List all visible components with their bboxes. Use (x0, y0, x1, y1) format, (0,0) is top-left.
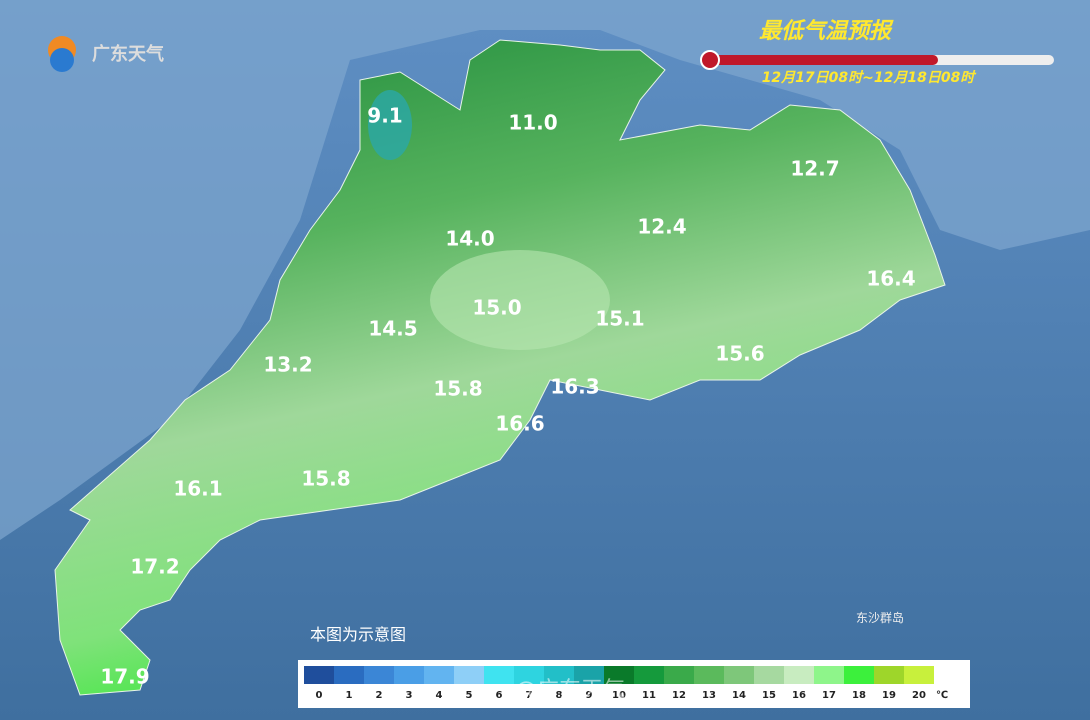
legend-swatch (694, 666, 724, 684)
temp-label: 17.9 (100, 665, 149, 689)
title-bar-fill (708, 55, 938, 65)
temp-label: 15.8 (301, 467, 350, 491)
note: 本图为示意图 (310, 625, 406, 644)
temp-label: 11.0 (508, 111, 557, 135)
temp-label: 13.2 (263, 353, 312, 377)
legend-tick: 15 (762, 690, 776, 701)
legend-swatch (394, 666, 424, 684)
temp-label: 15.6 (715, 342, 764, 366)
temp-label: 17.2 (130, 555, 179, 579)
legend-tick: 14 (732, 690, 746, 701)
temp-label: 15.0 (472, 296, 521, 320)
guangdong (54, 39, 946, 696)
legend-tick: 3 (406, 690, 413, 701)
legend-swatch (424, 666, 454, 684)
neighbor-land (0, 0, 1090, 540)
legend-swatch (334, 666, 364, 684)
legend-tick: 19 (882, 690, 896, 701)
legend-tick: 6 (496, 690, 503, 701)
title: 最低气温预报 (759, 19, 894, 44)
subtitle: 12月17日08时~12月18日08时 (762, 70, 978, 86)
legend-tick: 5 (466, 690, 473, 701)
legend-swatch (784, 666, 814, 684)
temp-label: 14.0 (445, 227, 494, 251)
legend-swatch (484, 666, 514, 684)
legend-swatch (904, 666, 934, 684)
temp-label: 16.3 (550, 375, 599, 399)
labels: 9.1 11.0 12.7 14.0 12.4 16.4 15.0 14.5 15.1 13.2 1… (100, 104, 915, 689)
legend-tick: 0 (316, 690, 323, 701)
legend-tick: 18 (852, 690, 866, 701)
legend-tick: 16 (792, 690, 806, 701)
legend-swatch (604, 666, 634, 684)
legend-swatch (364, 666, 394, 684)
legend-tick: 4 (436, 690, 443, 701)
legend-tick: 10 (612, 690, 626, 701)
cold-area (368, 90, 412, 160)
legend-swatch (634, 666, 664, 684)
legend-tick: 20 (912, 690, 926, 701)
thermometer (700, 50, 720, 70)
temp-label: 16.4 (866, 267, 915, 291)
legend-swatch (514, 666, 544, 684)
logo: 广东天气 (48, 36, 164, 72)
watermark: @广东天气 (515, 678, 625, 703)
warm-area (430, 250, 610, 350)
legend-tick: 12 (672, 690, 686, 701)
legend-tick: 9 (586, 690, 593, 701)
legend-swatch (544, 666, 574, 684)
island-label: 东沙群岛 (856, 610, 904, 625)
legend-tick: 11 (642, 690, 656, 701)
legend-unit: ℃ (936, 690, 948, 701)
legend-swatch (454, 666, 484, 684)
legend-swatch (574, 666, 604, 684)
legend: 0 1 2 3 4 5 6 7 8 9 10 11 12 13 14 15 16 17 18 19 20 ℃ (304, 666, 948, 701)
temp-label: 15.1 (595, 307, 644, 331)
temp-label: 14.5 (368, 317, 417, 341)
temp-label: 16.6 (495, 412, 544, 436)
temp-label: 15.8 (433, 377, 482, 401)
temp-label: 9.1 (367, 104, 402, 128)
legend-swatch (844, 666, 874, 684)
logo-text: 广东天气 (92, 43, 164, 65)
legend-tick: 1 (346, 690, 353, 701)
temp-label: 16.1 (173, 477, 222, 501)
legend-swatch (664, 666, 694, 684)
legend-swatch (304, 666, 334, 684)
legend-swatch (724, 666, 754, 684)
legend-tick: 7 (526, 690, 533, 701)
temp-label: 12.4 (637, 215, 686, 239)
legend-tick: 8 (556, 690, 563, 701)
temp-label: 12.7 (790, 157, 839, 181)
legend-tick: 13 (702, 690, 716, 701)
legend-tick: 17 (822, 690, 836, 701)
legend-tick: 2 (376, 690, 383, 701)
legend-swatch (754, 666, 784, 684)
legend-swatch (874, 666, 904, 684)
legend-swatch (814, 666, 844, 684)
